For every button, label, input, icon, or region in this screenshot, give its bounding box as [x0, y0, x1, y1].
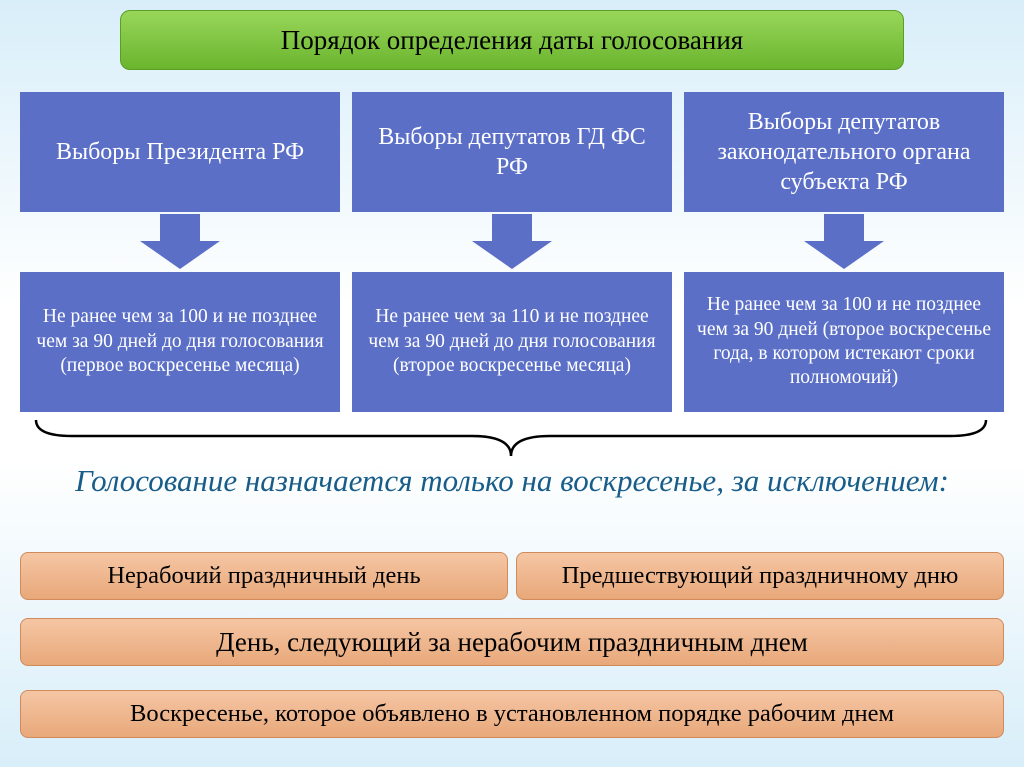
exception-holiday: Нерабочий праздничный день — [20, 552, 508, 600]
bracket-icon — [32, 418, 990, 458]
exception-pre-holiday: Предшествующий праздничному дню — [516, 552, 1004, 600]
down-arrow-icon — [140, 214, 220, 269]
card-regional: Выборы депутатов законодательного органа… — [684, 92, 1004, 212]
down-arrow-icon — [804, 214, 884, 269]
detail-duma: Не ранее чем за 110 и не позднее чем за … — [352, 272, 672, 412]
exception-working-sunday: Воскресенье, которое объявлено в установ… — [20, 690, 1004, 738]
exceptions-row-1: Нерабочий праздничный день Предшествующи… — [20, 552, 1004, 600]
subtitle: Голосование назначается только на воскре… — [20, 462, 1004, 501]
election-types-row: Выборы Президента РФ Выборы депутатов ГД… — [20, 92, 1004, 212]
card-president: Выборы Президента РФ — [20, 92, 340, 212]
title: Порядок определения даты голосования — [120, 10, 904, 70]
down-arrow-icon — [472, 214, 552, 269]
detail-regional: Не ранее чем за 100 и не позднее чем за … — [684, 272, 1004, 412]
timing-details-row: Не ранее чем за 100 и не позднее чем за … — [20, 272, 1004, 412]
detail-president: Не ранее чем за 100 и не позднее чем за … — [20, 272, 340, 412]
arrow-row — [20, 214, 1004, 269]
exception-post-holiday: День, следующий за нерабочим праздничным… — [20, 618, 1004, 666]
card-duma: Выборы депутатов ГД ФС РФ — [352, 92, 672, 212]
